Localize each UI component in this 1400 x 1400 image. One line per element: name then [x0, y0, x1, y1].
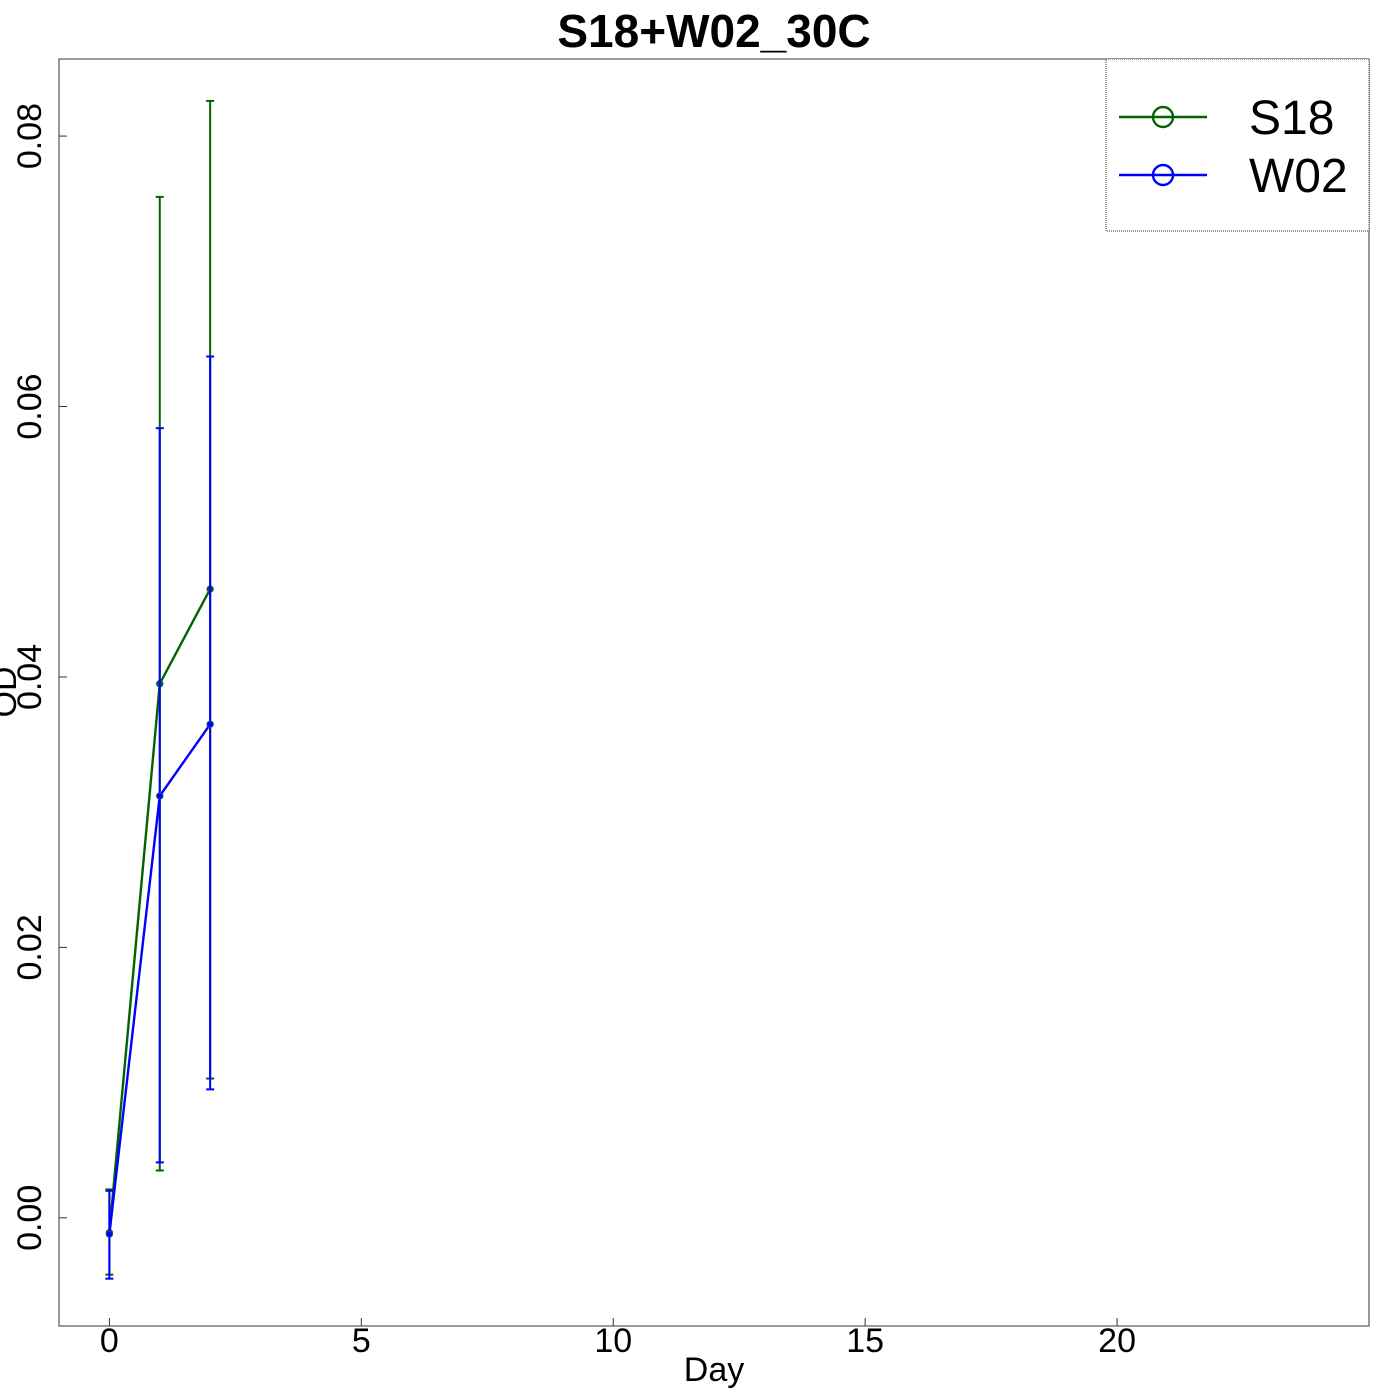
x-tick-label: 20	[1098, 1322, 1136, 1360]
x-tick-label: 10	[594, 1322, 632, 1360]
y-axis-label: OD	[0, 667, 24, 718]
legend-marker	[1151, 105, 1175, 129]
y-tick-label: 0.06	[11, 373, 49, 439]
series-layer	[105, 99, 215, 1280]
x-axis-label: Day	[684, 1351, 744, 1389]
data-point	[206, 720, 214, 728]
y-tick-label: 0.04	[11, 644, 49, 710]
x-axis: 0 5 10 15 20	[100, 1318, 1136, 1360]
y-axis: 0.00 0.02 0.04 0.06 0.08	[11, 103, 67, 1251]
x-tick-label: 0	[100, 1322, 119, 1360]
legend-box	[1105, 58, 1370, 232]
y-tick-label: 0.00	[11, 1185, 49, 1251]
legend-label: S18	[1249, 92, 1334, 145]
plot-area-border	[58, 58, 1370, 1327]
y-tick-label: 0.02	[11, 914, 49, 980]
y-tick-label: 0.08	[11, 103, 49, 169]
data-point	[156, 792, 164, 800]
data-point	[105, 1230, 114, 1238]
chart-title: S18+W02_30C	[557, 5, 870, 57]
legend-marker	[1151, 163, 1175, 187]
x-tick-label: 15	[846, 1322, 884, 1360]
legend-label: W02	[1249, 150, 1348, 203]
x-tick-label: 5	[352, 1322, 371, 1360]
